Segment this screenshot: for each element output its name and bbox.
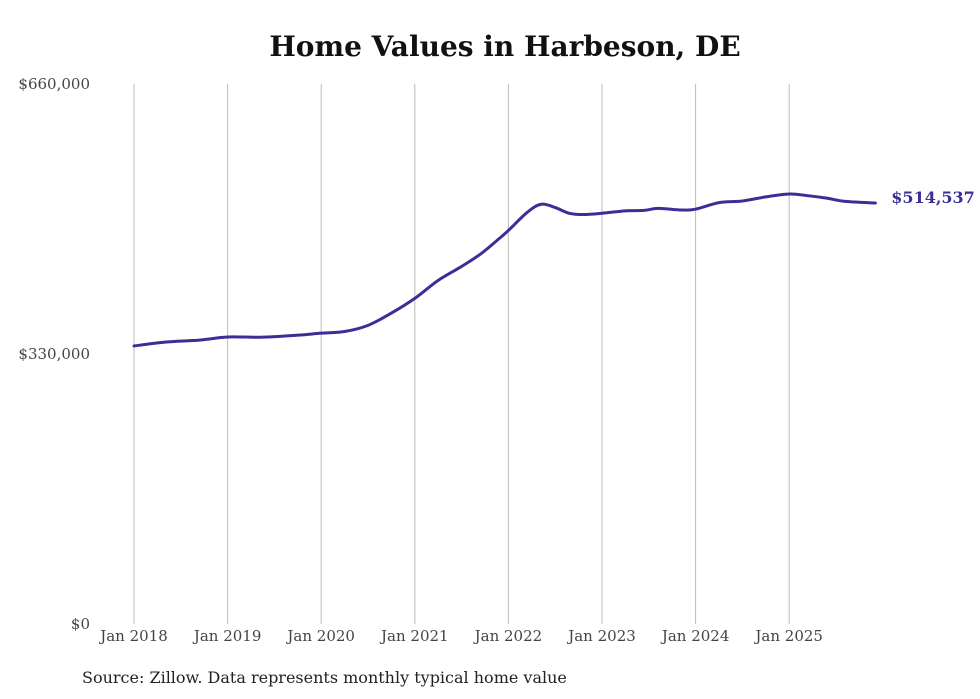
x-tick-label: Jan 2024 [660,627,730,645]
x-tick-label: Jan 2019 [192,627,262,645]
y-tick-label: $660,000 [18,75,90,93]
x-tick-label: Jan 2020 [285,627,355,645]
x-tick-label: Jan 2025 [753,627,823,645]
x-tick-label: Jan 2022 [473,627,543,645]
x-tick-label: Jan 2023 [566,627,636,645]
x-tick-label: Jan 2021 [379,627,449,645]
series-line [132,192,877,348]
y-tick-label: $0 [71,615,90,633]
y-tick-label: $330,000 [18,345,90,363]
source-note: Source: Zillow. Data represents monthly … [82,668,567,687]
x-tick-label: Jan 2018 [98,627,168,645]
chart-title: Home Values in Harbeson, DE [269,30,741,63]
end-value-label: $514,537 [891,188,975,207]
